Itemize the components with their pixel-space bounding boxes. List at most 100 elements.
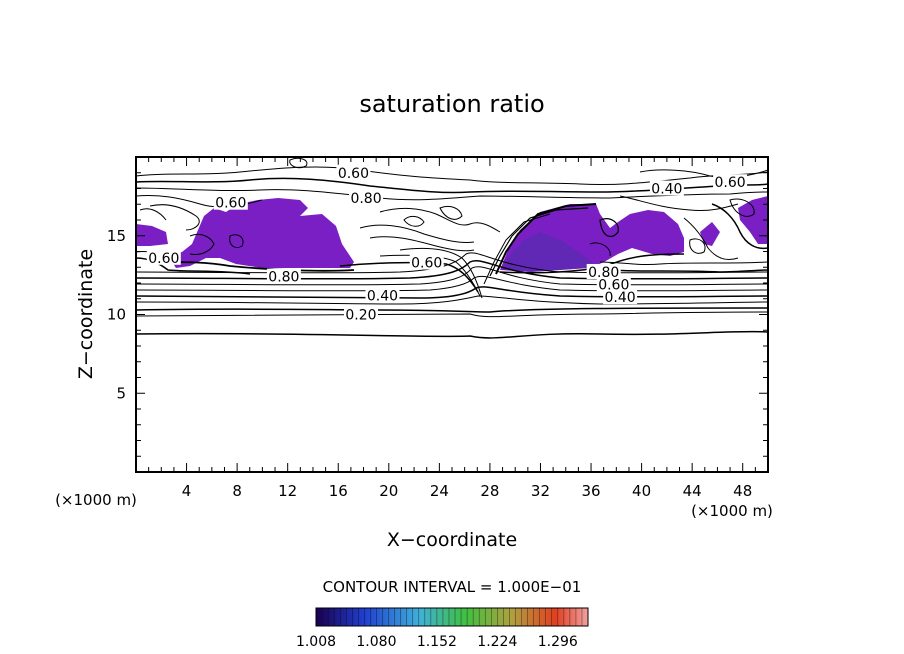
contour-label-bg bbox=[586, 263, 621, 279]
contour-line bbox=[149, 204, 200, 231]
colorbar-tick-label: 1.224 bbox=[477, 634, 517, 650]
contour-line bbox=[136, 307, 768, 313]
x-axis-label: X−coordinate bbox=[387, 529, 517, 551]
contour-label-bg bbox=[213, 194, 248, 210]
x-tick-label: 32 bbox=[531, 482, 550, 500]
contour-label-bg bbox=[713, 174, 748, 190]
contour-line bbox=[379, 207, 501, 233]
contour-line bbox=[619, 195, 739, 211]
contour-line bbox=[369, 236, 475, 252]
contour-line bbox=[136, 311, 768, 318]
colorbar-stripes bbox=[321, 608, 583, 626]
contour-line bbox=[609, 269, 768, 273]
contour-line bbox=[683, 217, 739, 261]
fill-region-right-dark bbox=[502, 232, 596, 272]
contour-line bbox=[489, 207, 589, 277]
contour-line bbox=[136, 295, 768, 305]
x-tick-label: 44 bbox=[683, 482, 702, 500]
contour-line bbox=[729, 198, 755, 217]
contour-label-bg bbox=[603, 289, 638, 305]
contour-line bbox=[589, 242, 611, 257]
contour-label-bg bbox=[343, 306, 378, 322]
contour-line bbox=[189, 233, 215, 255]
chart-title: saturation ratio bbox=[359, 90, 544, 118]
x-tick-label: 28 bbox=[480, 482, 499, 500]
contour-line bbox=[483, 213, 551, 285]
x-tick-label: 24 bbox=[430, 482, 449, 500]
y-tick-label: 5 bbox=[116, 384, 126, 402]
contour-line bbox=[136, 275, 768, 292]
contour-label-bg bbox=[365, 287, 400, 303]
contour-interval-text: CONTOUR INTERVAL = 1.000E−01 bbox=[323, 578, 582, 596]
contour-label: 0.40 bbox=[367, 289, 398, 305]
contour-label: 0.60 bbox=[338, 166, 369, 182]
contour-line bbox=[403, 215, 425, 227]
contour-label: 0.80 bbox=[350, 191, 381, 207]
contour-line bbox=[136, 286, 768, 299]
contour-line bbox=[599, 218, 619, 238]
fill-region-east-blob bbox=[700, 222, 720, 246]
contour-line bbox=[229, 234, 244, 249]
contour-line bbox=[599, 261, 768, 266]
x-tick-label: 20 bbox=[379, 482, 398, 500]
contour-line bbox=[399, 247, 483, 299]
y-axis-label: Z−coordinate bbox=[75, 249, 97, 379]
y-tick-label: 10 bbox=[107, 306, 126, 324]
x-tick-label: 16 bbox=[329, 482, 348, 500]
colorbar bbox=[315, 607, 589, 627]
contour-label-bg bbox=[649, 180, 684, 196]
x-tick-label: 48 bbox=[733, 482, 752, 500]
contour-label-bg bbox=[146, 249, 181, 265]
colorbar-tick-labels: 1.008 1.080 1.152 1.224 1.296 bbox=[296, 634, 578, 650]
contour-label-bg bbox=[349, 189, 384, 205]
colorbar-tick-label: 1.080 bbox=[356, 634, 396, 650]
contour-line bbox=[136, 187, 768, 201]
colorbar-tick-label: 1.008 bbox=[296, 634, 336, 650]
contour-label: 0.40 bbox=[605, 290, 636, 306]
contour-line bbox=[495, 203, 597, 275]
contour-label: 0.60 bbox=[598, 278, 629, 294]
contour-label-bg bbox=[266, 268, 301, 284]
colorbar-tick-label: 1.296 bbox=[538, 634, 578, 650]
x-ticks: 4 8 12 16 20 24 28 32 36 40 44 48 bbox=[148, 157, 756, 500]
contour-label: 0.80 bbox=[268, 270, 299, 286]
contour-label: 0.80 bbox=[588, 265, 619, 281]
contour-label-bg bbox=[336, 164, 371, 180]
contour-line bbox=[136, 166, 768, 186]
x-unit-left: (×1000 m) bbox=[55, 491, 137, 509]
contour-line bbox=[139, 208, 167, 221]
contour-label: 0.60 bbox=[215, 196, 246, 212]
fill-region-east-edge bbox=[738, 196, 768, 244]
contour-label: 0.60 bbox=[148, 251, 179, 267]
colorbar-tick-label: 1.152 bbox=[417, 634, 457, 650]
x-tick-label: 40 bbox=[632, 482, 651, 500]
contour-labels: 0.200.40 0.400.600.80 0.800.60 0.600.60 0.80… bbox=[146, 164, 748, 324]
plot-area bbox=[136, 157, 768, 339]
contour-label: 0.40 bbox=[651, 182, 682, 198]
contour-line bbox=[289, 157, 308, 169]
x-unit-right: (×1000 m) bbox=[691, 502, 773, 520]
contour-label: 0.60 bbox=[714, 175, 745, 191]
y-ticks: 5 10 15 bbox=[107, 172, 768, 457]
contour-line bbox=[136, 177, 768, 194]
x-tick-label: 12 bbox=[278, 482, 297, 500]
contour-label-bg bbox=[409, 254, 444, 270]
contour-line bbox=[689, 238, 706, 254]
contour-line bbox=[639, 169, 768, 179]
contour-line bbox=[167, 261, 355, 272]
contour-line bbox=[136, 330, 768, 339]
fill-region-left bbox=[168, 198, 354, 268]
x-tick-label: 8 bbox=[232, 482, 242, 500]
x-tick-label: 36 bbox=[581, 482, 600, 500]
fill-region-west-edge bbox=[136, 224, 168, 246]
contour-line bbox=[439, 205, 463, 220]
x-tick-label: 4 bbox=[182, 482, 192, 500]
contour-label: 0.60 bbox=[411, 256, 442, 272]
contour-label: 0.20 bbox=[345, 308, 376, 324]
contour-line bbox=[359, 224, 475, 243]
contour-line bbox=[379, 254, 481, 297]
contour-label-bg bbox=[596, 276, 631, 292]
y-tick-label: 15 bbox=[107, 227, 126, 245]
contour-line bbox=[136, 266, 768, 286]
